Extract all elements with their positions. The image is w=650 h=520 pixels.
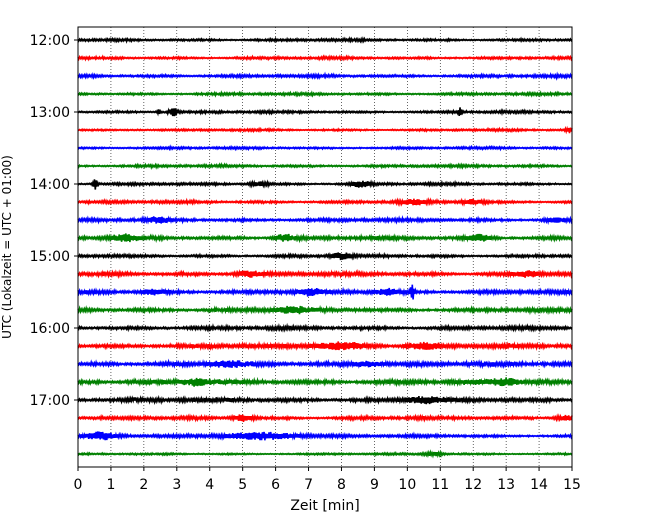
x-tick-label: 15	[563, 477, 581, 493]
x-tick-label: 2	[139, 477, 148, 493]
seismogram-trace	[77, 304, 573, 316]
x-axis-label: Zeit [min]	[290, 498, 359, 514]
y-tick-label: 13:00	[30, 105, 70, 121]
seismogram-trace	[77, 376, 573, 388]
seismogram-trace	[77, 125, 573, 135]
y-tick-label: 15:00	[30, 249, 70, 265]
x-tick-label: 6	[271, 477, 280, 493]
seismogram-trace	[77, 71, 573, 81]
seismogram-trace	[77, 322, 573, 333]
seismogram-trace	[77, 284, 573, 300]
plot-frame	[77, 26, 573, 468]
seismogram-trace	[77, 340, 573, 352]
seismogram-trace	[77, 162, 573, 171]
seismogram-trace	[77, 54, 573, 62]
traces-layer	[77, 36, 573, 459]
y-tick-label: 12:00	[30, 33, 70, 49]
seismogram-trace	[77, 251, 573, 261]
x-tick-label: 0	[74, 477, 83, 493]
x-axis-ticks: 0 1 2 3 4 5 6 7 8 9 10 11 12 13 14 15	[74, 467, 581, 493]
seismogram-trace	[77, 358, 573, 370]
x-tick-label: 3	[172, 477, 181, 493]
y-axis-ticks: 12:00 13:00 14:00 15:00 16:00 17:00	[30, 33, 78, 409]
seismogram-trace	[77, 90, 573, 98]
seismogram-trace	[77, 107, 573, 117]
seismogram-trace	[77, 214, 573, 225]
seismogram-trace	[77, 144, 573, 152]
seismogram-trace	[77, 431, 573, 442]
y-axis-label: UTC (Lokalzeit = UTC + 01:00)	[0, 155, 14, 339]
plot-area	[78, 27, 572, 467]
x-tick-label: 7	[304, 477, 313, 493]
x-tick-label: 9	[370, 477, 379, 493]
x-tick-label: 1	[106, 477, 115, 493]
x-tick-label: 8	[337, 477, 346, 493]
seismogram-trace	[77, 268, 573, 280]
y-tick-label: 17:00	[30, 393, 70, 409]
seismogram-trace	[77, 413, 573, 423]
seismogram-trace	[77, 394, 573, 406]
seismogram-trace	[77, 179, 573, 190]
seismogram-trace	[77, 449, 573, 459]
x-tick-label: 10	[398, 477, 416, 493]
x-tick-label: 4	[205, 477, 214, 493]
x-tick-label: 11	[431, 477, 449, 493]
x-tick-label: 14	[530, 477, 548, 493]
seismogram-trace	[77, 233, 573, 244]
x-tick-label: 13	[497, 477, 515, 493]
y-tick-label: 16:00	[30, 321, 70, 337]
x-tick-label: 12	[464, 477, 482, 493]
y-tick-label: 14:00	[30, 177, 70, 193]
grid-layer	[110, 27, 540, 467]
x-tick-label: 5	[238, 477, 247, 493]
seismogram-trace	[77, 197, 573, 208]
seismogram-trace	[77, 36, 573, 44]
